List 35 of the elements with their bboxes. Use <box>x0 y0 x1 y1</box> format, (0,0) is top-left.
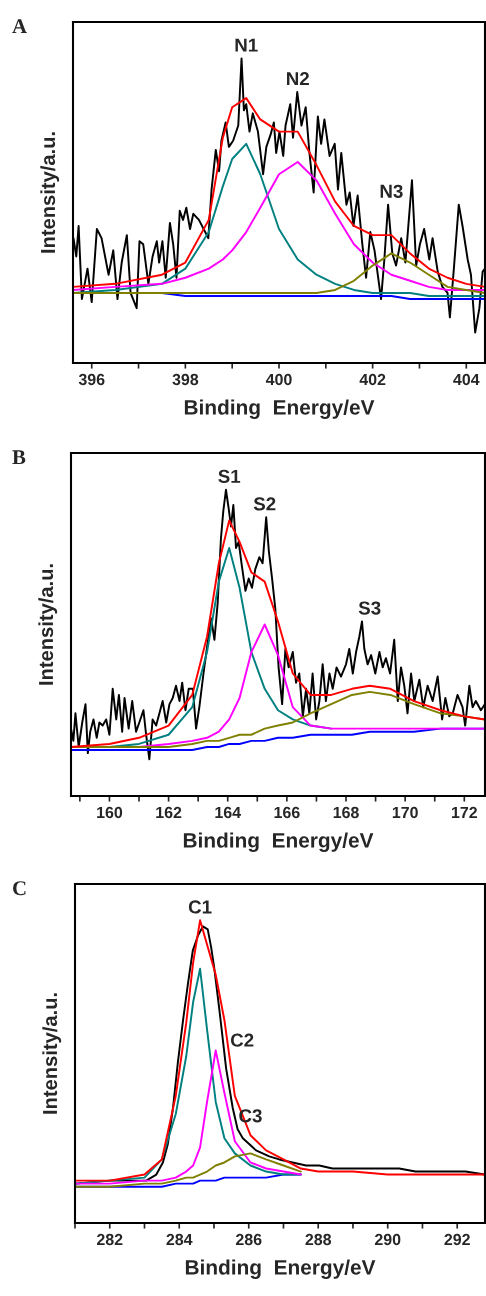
y-axis-title: Intensity/a.u. <box>42 993 62 1114</box>
x-tick-label: 398 <box>172 373 199 386</box>
x-tick-label: 290 <box>374 1233 401 1246</box>
y-axis-title: Intensity/a.u. <box>38 564 58 685</box>
x-axis-title: Binding Energy/eV <box>185 1259 376 1279</box>
chart-title: A <box>12 19 27 34</box>
x-tick-label: 172 <box>451 806 477 818</box>
annotation: C2 <box>230 1033 254 1047</box>
x-tick-label: 396 <box>78 373 105 386</box>
x-tick-label: 164 <box>215 806 241 819</box>
x-tick-label: 284 <box>166 1233 193 1246</box>
annotation: N2 <box>287 72 309 86</box>
x-tick-label: 404 <box>453 373 480 386</box>
chart-title: C <box>13 881 26 896</box>
y-axis-title: Intensity/a.u. <box>40 132 60 253</box>
annotation: S2 <box>253 497 276 511</box>
text: S1 <box>218 469 241 483</box>
x-tick-label: 162 <box>156 806 182 819</box>
x-tick-label: 292 <box>444 1233 470 1246</box>
x-tick-label: 170 <box>392 806 418 819</box>
x-tick-label: 288 <box>305 1233 332 1246</box>
x-tick-label: 166 <box>274 806 300 819</box>
annotation: N3 <box>380 184 403 198</box>
text: N1 <box>235 38 258 52</box>
text: C1 <box>188 900 212 914</box>
x-tick-label: 400 <box>265 373 292 386</box>
chart-title: B <box>12 450 26 465</box>
annotation: S3 <box>358 601 381 615</box>
x-axis-title: Binding Energy/eV <box>183 832 374 852</box>
x-tick-label: 160 <box>97 806 123 819</box>
x-tick-label: 168 <box>333 806 359 819</box>
x-tick-label: 282 <box>96 1233 123 1246</box>
x-axis-title: Binding Energy/eV <box>184 399 375 419</box>
x-tick-label: 402 <box>359 373 386 386</box>
x-tick-label: 286 <box>235 1233 262 1246</box>
